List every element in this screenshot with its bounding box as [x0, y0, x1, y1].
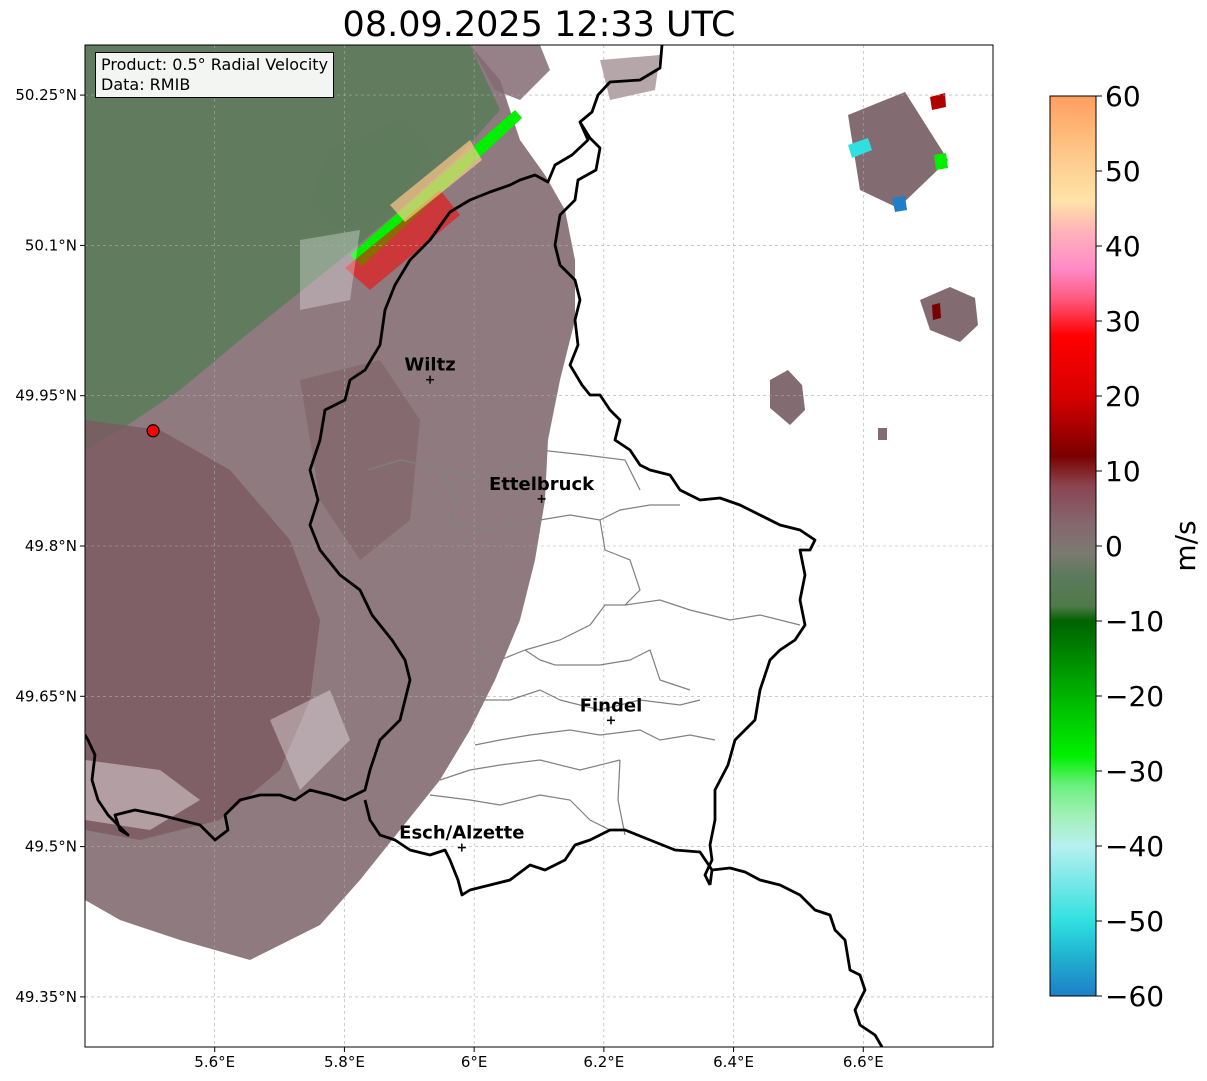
city-markers: Wiltz Ettelbruck Findel Esch/Alzette	[399, 355, 642, 852]
radar-echo-field	[85, 45, 978, 960]
colorbar-tick-label: 0	[1105, 530, 1123, 563]
lat-tick-label: 49.95°N	[15, 387, 77, 405]
lat-tick-label: 49.5°N	[25, 838, 77, 856]
product-info-box: Product: 0.5° Radial Velocity Data: RMIB	[95, 52, 335, 98]
lat-tick-label: 49.65°N	[15, 687, 77, 705]
colorbar-tick-label: 60	[1105, 80, 1141, 113]
colorbar-tick-label: 20	[1105, 380, 1141, 413]
city-esch-alzette: Esch/Alzette	[399, 823, 524, 852]
colorbar-tick-label: 40	[1105, 230, 1141, 263]
lon-tick-label: 5.8°E	[324, 1053, 365, 1071]
lon-tick-label: 6.2°E	[583, 1053, 624, 1071]
colorbar-tick-label: −30	[1105, 755, 1164, 788]
city-ettelbruck: Ettelbruck	[489, 474, 595, 503]
data-source-text: Data: RMIB	[101, 75, 191, 94]
lat-tick-label: 49.8°N	[25, 537, 77, 555]
colorbar-tick-label: −20	[1105, 680, 1164, 713]
colorbar-tick-label: 50	[1105, 155, 1141, 188]
lon-tick-label: 6°E	[461, 1053, 488, 1071]
city-label: Esch/Alzette	[399, 823, 524, 844]
lon-tick-label: 6.4°E	[713, 1053, 754, 1071]
lon-tick-label: 5.6°E	[194, 1053, 235, 1071]
colorbar-tick-label: 10	[1105, 455, 1141, 488]
colorbar-tick-label: −50	[1105, 905, 1164, 938]
colorbar-ticks: 60 50 40 30 20 10 0 −10 −20 −30 −40 −50 −60	[1096, 80, 1164, 1013]
lon-tick-label: 6.6°E	[843, 1053, 884, 1071]
colorbar-gradient	[1049, 95, 1097, 997]
city-label: Findel	[580, 695, 643, 716]
city-wiltz: Wiltz	[404, 355, 456, 384]
map-axes: 5.6°E 5.8°E 6°E 6.2°E 6.4°E 6.6°E 50.25°N 50.1°…	[15, 86, 883, 1071]
city-findel: Findel	[580, 695, 643, 725]
city-label: Wiltz	[404, 355, 455, 376]
product-text: Product: 0.5° Radial Velocity	[101, 55, 329, 74]
lat-tick-label: 50.25°N	[15, 86, 77, 104]
lat-tick-label: 50.1°N	[25, 236, 77, 254]
colorbar-tick-label: 30	[1105, 305, 1141, 338]
lat-tick-label: 49.35°N	[15, 988, 77, 1006]
colorbar-label: m/s	[1169, 520, 1202, 571]
colorbar: 60 50 40 30 20 10 0 −10 −20 −30 −40 −50 −60 m/s	[1049, 80, 1202, 1013]
radar-site-marker	[146, 424, 160, 438]
country-border	[85, 45, 884, 1047]
colorbar-tick-label: −10	[1105, 605, 1164, 638]
colorbar-tick-label: −40	[1105, 830, 1164, 863]
map-title: 08.09.2025 12:33 UTC	[342, 5, 736, 45]
map-area: Wiltz Ettelbruck Findel Esch/Alzette	[85, 45, 993, 1047]
city-label: Ettelbruck	[489, 474, 595, 495]
colorbar-tick-label: −60	[1105, 980, 1164, 1013]
internal-borders	[367, 449, 801, 836]
